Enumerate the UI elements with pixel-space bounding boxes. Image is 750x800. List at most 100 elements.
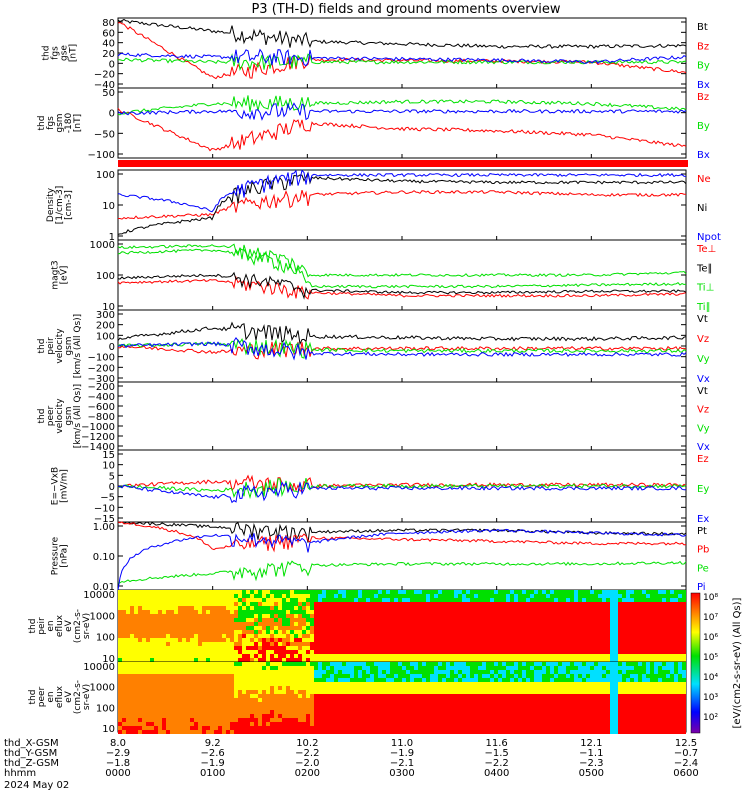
spectrogram-cell	[506, 598, 510, 602]
spectrogram-cell	[546, 666, 550, 670]
spectrogram-cell	[146, 722, 150, 726]
spectrogram-cell	[574, 718, 578, 722]
spectrogram-cell	[638, 622, 642, 626]
spectrogram-cell	[422, 722, 426, 726]
spectrogram-cell	[298, 698, 302, 702]
spectrogram-cell	[358, 730, 362, 734]
spectrogram-cell	[474, 686, 478, 690]
spectrogram-cell	[170, 670, 174, 674]
spectrogram-cell	[298, 638, 302, 642]
spectrogram-cell	[186, 658, 190, 662]
spectrogram-cell	[398, 590, 402, 594]
spectrogram-cell	[470, 662, 474, 666]
spectrogram-cell	[486, 730, 490, 734]
spectrogram-cell	[230, 638, 234, 642]
spectrogram-cell	[534, 702, 538, 706]
spectrogram-cell	[202, 590, 206, 594]
spectrogram-cell	[178, 650, 182, 654]
spectrogram-cell	[242, 658, 246, 662]
y-axis-label-line: magt3	[51, 260, 61, 289]
spectrogram-cell	[670, 610, 674, 614]
spectrogram-cell	[262, 702, 266, 706]
spectrogram-cell	[366, 610, 370, 614]
spectrogram-cell	[330, 626, 334, 630]
spectrogram-cell	[554, 674, 558, 678]
spectrogram-cell	[470, 642, 474, 646]
spectrogram-cell	[582, 622, 586, 626]
spectrogram-cell	[406, 626, 410, 630]
spectrogram-cell	[142, 614, 146, 618]
spectrogram-cell	[426, 622, 430, 626]
spectrogram-cell	[286, 610, 290, 614]
spectrogram-cell	[358, 682, 362, 686]
spectrogram-cell	[342, 590, 346, 594]
spectrogram-cell	[638, 642, 642, 646]
spectrogram-cell	[650, 654, 654, 658]
spectrogram-cell	[378, 674, 382, 678]
spectrogram-cell	[186, 606, 190, 610]
spectrogram-cell	[626, 610, 630, 614]
spectrogram-cell	[402, 598, 406, 602]
spectrogram-cell	[350, 598, 354, 602]
spectrogram-cell	[642, 626, 646, 630]
spectrogram-cell	[270, 686, 274, 690]
spectrogram-cell	[134, 694, 138, 698]
spectrogram-cell	[218, 610, 222, 614]
spectrogram-cell	[466, 670, 470, 674]
spectrogram-cell	[526, 622, 530, 626]
spectrogram-cell	[262, 610, 266, 614]
spectrogram-cell	[142, 662, 146, 666]
spectrogram-cell	[298, 694, 302, 698]
spectrogram-cell	[142, 666, 146, 670]
spectrogram-cell	[634, 590, 638, 594]
spectrogram-cell	[666, 634, 670, 638]
spectrogram-cell	[150, 718, 154, 722]
spectrogram-cell	[514, 698, 518, 702]
spectrogram-cell	[574, 646, 578, 650]
spectrogram-cell	[170, 646, 174, 650]
spectrogram-cell	[426, 650, 430, 654]
spectrogram-cell	[322, 722, 326, 726]
spectrogram-cell	[650, 658, 654, 662]
spectrogram-cell	[562, 606, 566, 610]
spectrogram-cell	[406, 654, 410, 658]
spectrogram-cell	[566, 698, 570, 702]
spectrogram-cell	[514, 690, 518, 694]
spectrogram-cell	[310, 602, 314, 606]
spectrogram-cell	[458, 630, 462, 634]
spectrogram-cell	[202, 730, 206, 734]
spectrogram-cell	[214, 706, 218, 710]
spectrogram-cell	[294, 594, 298, 598]
spectrogram-cell	[402, 654, 406, 658]
spectrogram-cell	[130, 610, 134, 614]
spectrogram-cell	[130, 674, 134, 678]
spectrogram-cell	[506, 622, 510, 626]
spectrogram-cell	[542, 618, 546, 622]
spectrogram-cell	[626, 598, 630, 602]
spectrogram-cell	[302, 622, 306, 626]
spectrogram-cell	[590, 658, 594, 662]
spectrogram-cell	[526, 634, 530, 638]
spectrogram-cell	[570, 698, 574, 702]
spectrogram-cell	[630, 614, 634, 618]
spectrogram-cell	[658, 634, 662, 638]
spectrogram-cell	[362, 730, 366, 734]
spectrogram-cell	[506, 722, 510, 726]
spectrogram-cell	[678, 622, 682, 626]
spectrogram-cell	[414, 694, 418, 698]
spectrogram-cell	[334, 682, 338, 686]
spectrogram-cell	[378, 590, 382, 594]
spectrogram-cell	[126, 658, 130, 662]
series-Te∥	[117, 271, 687, 300]
spectrogram-cell	[406, 726, 410, 730]
spectrogram-cell	[190, 694, 194, 698]
spectrogram-cell	[190, 666, 194, 670]
spectrogram-cell	[246, 634, 250, 638]
spectrogram-cell	[258, 702, 262, 706]
spectrogram-cell	[142, 694, 146, 698]
spectrogram-cell	[166, 646, 170, 650]
spectrogram-cell	[190, 706, 194, 710]
spectrogram-cell	[154, 686, 158, 690]
spectrogram-cell	[434, 674, 438, 678]
spectrogram-cell	[518, 662, 522, 666]
